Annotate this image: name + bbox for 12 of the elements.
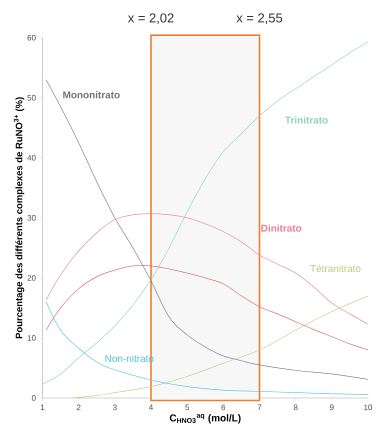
x-axis-title: C$_{HNO3}$$^{aq}$ (mol/L) bbox=[170, 414, 241, 424]
line-series bbox=[46, 213, 368, 324]
series-label: Mononitrato bbox=[63, 91, 120, 98]
text: x = 2,02 bbox=[128, 13, 174, 24]
line-series bbox=[71, 296, 368, 398]
line-series bbox=[46, 302, 368, 395]
text: Tétranitrato bbox=[310, 264, 361, 272]
line-series bbox=[46, 265, 368, 350]
text: x = 2,55 bbox=[236, 13, 282, 24]
y-axis-title: Pourcentage des différents complexes de RuNO$^{3+}$ (%) bbox=[14, 97, 24, 338]
series-label: Trinitrato bbox=[285, 116, 328, 124]
text: Dinitrato bbox=[262, 224, 302, 232]
